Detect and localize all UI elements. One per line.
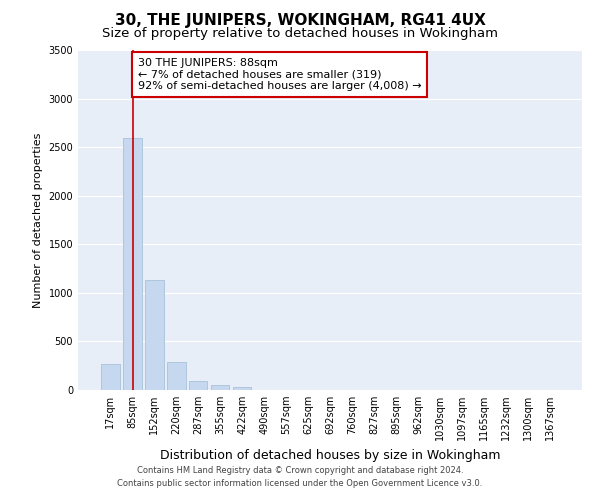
Bar xyxy=(101,364,119,390)
Bar xyxy=(145,280,164,390)
Bar xyxy=(123,138,142,390)
Text: Size of property relative to detached houses in Wokingham: Size of property relative to detached ho… xyxy=(102,28,498,40)
Bar xyxy=(233,386,251,390)
Bar xyxy=(167,362,185,390)
Text: 30, THE JUNIPERS, WOKINGHAM, RG41 4UX: 30, THE JUNIPERS, WOKINGHAM, RG41 4UX xyxy=(115,12,485,28)
Y-axis label: Number of detached properties: Number of detached properties xyxy=(33,132,43,308)
Text: Contains HM Land Registry data © Crown copyright and database right 2024.
Contai: Contains HM Land Registry data © Crown c… xyxy=(118,466,482,487)
Bar xyxy=(211,384,229,390)
X-axis label: Distribution of detached houses by size in Wokingham: Distribution of detached houses by size … xyxy=(160,448,500,462)
Text: 30 THE JUNIPERS: 88sqm
← 7% of detached houses are smaller (319)
92% of semi-det: 30 THE JUNIPERS: 88sqm ← 7% of detached … xyxy=(138,58,421,91)
Bar xyxy=(189,381,208,390)
